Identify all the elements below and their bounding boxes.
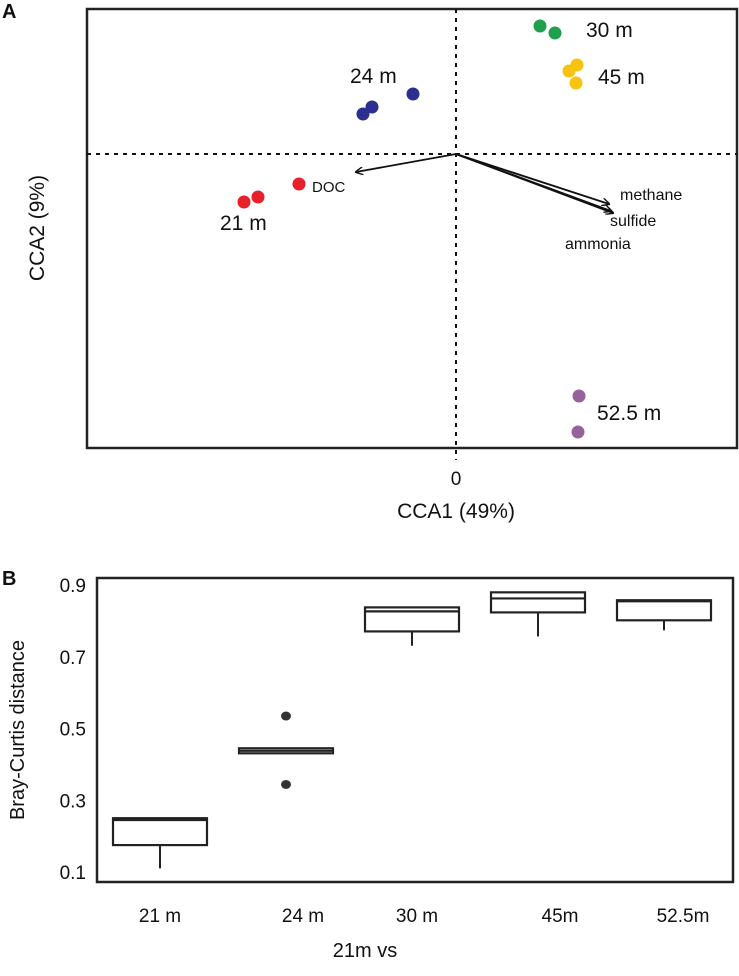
series-label-24m: 24 m <box>350 65 397 88</box>
box-iqr <box>489 591 587 614</box>
point-52.5m-2 <box>571 425 585 439</box>
vector-label-sulfide: sulfide <box>610 213 656 230</box>
y-tick-label: 0.9 <box>60 576 86 597</box>
cca-x-axis-title: CCA1 (49%) <box>397 500 515 523</box>
vector-label-ammonia: ammonia <box>565 236 631 253</box>
series-label-30m: 30 m <box>586 19 633 42</box>
box-iqr <box>111 817 209 847</box>
y-tick-label: 0.1 <box>60 863 86 884</box>
cca-plot: CCA1 (49%) CCA2 (9%) 0 DOC methane sulfide… <box>26 7 739 523</box>
cca-x-tick-label: 0 <box>451 469 462 490</box>
series-label-52.5m: 52.5 m <box>597 402 661 425</box>
box-outlier <box>281 779 291 789</box>
box-x-axis-title: 21m vs <box>333 940 397 962</box>
box-iqr <box>615 599 713 622</box>
box-outlier <box>281 711 291 721</box>
vector-arrow-methane <box>455 153 609 204</box>
point-21m-3 <box>292 177 306 191</box>
x-tick-label: 24 m <box>282 906 324 927</box>
series-label-45m: 45 m <box>598 66 645 89</box>
cca-plot-frame <box>85 7 739 450</box>
vector-label-doc: DOC <box>312 179 346 196</box>
point-21m-1 <box>237 195 251 209</box>
x-tick-label: 30 m <box>396 906 438 927</box>
vector-label-methane: methane <box>620 187 682 204</box>
point-30m-1 <box>533 19 547 33</box>
vector-arrow-ammonia <box>455 153 611 211</box>
box-plot-frame <box>95 576 735 884</box>
point-21m-2 <box>251 190 265 204</box>
box-plot: 21m vs Bray-Curtis distance 0.1 0.3 0.5 0.7… <box>7 576 735 962</box>
x-tick-label: 52.5m <box>657 906 710 927</box>
point-52.5m-1 <box>572 389 586 403</box>
point-30m-2 <box>548 26 562 40</box>
point-45m-2 <box>562 64 576 78</box>
x-tick-label: 45m <box>542 906 579 927</box>
point-24m-3 <box>406 87 420 101</box>
point-24m-1 <box>356 107 370 121</box>
panel-label-b: B <box>2 568 16 590</box>
cca-y-axis-title: CCA2 (9%) <box>26 175 49 281</box>
x-tick-label: 21 m <box>139 906 181 927</box>
point-24m-2 <box>365 100 379 114</box>
y-tick-label: 0.7 <box>60 648 86 669</box>
box-y-axis-title: Bray-Curtis distance <box>7 640 29 820</box>
series-label-21m: 21 m <box>220 212 267 235</box>
vector-arrow-doc <box>356 153 457 172</box>
y-tick-label: 0.5 <box>60 720 86 741</box>
panel-label-a: A <box>2 1 16 23</box>
point-45m-3 <box>569 76 583 90</box>
y-tick-label: 0.3 <box>60 791 86 812</box>
